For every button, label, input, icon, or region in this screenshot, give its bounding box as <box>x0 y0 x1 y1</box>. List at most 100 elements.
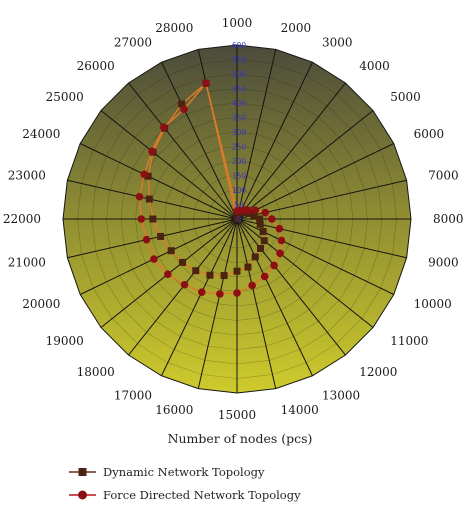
grid-spoke <box>236 218 407 259</box>
data-point-dynamic <box>250 211 258 219</box>
data-point-force <box>148 147 156 155</box>
radial-tick-label: 100 <box>232 186 247 195</box>
data-point-dynamic <box>149 215 157 223</box>
category-label: 17000 <box>114 389 152 403</box>
category-label: 12000 <box>359 365 397 379</box>
data-point-force <box>251 206 260 214</box>
category-label: 28000 <box>155 21 193 35</box>
data-point-dynamic <box>157 232 165 240</box>
grid-spoke <box>236 82 346 220</box>
data-point-dynamic <box>178 100 186 108</box>
data-point-dynamic <box>233 267 241 275</box>
category-label: 6000 <box>414 127 445 141</box>
grid-spoke <box>236 110 374 220</box>
radial-tick-label: 550 <box>232 56 247 65</box>
data-point-dynamic <box>233 215 241 223</box>
plot-area: 1000 200030004000500060007000800090001000… <box>3 16 464 422</box>
category-label: 13000 <box>322 389 360 403</box>
radial-tick-label: 600 <box>232 41 247 50</box>
legend-label-force: Force Directed Network Topology <box>103 488 301 502</box>
data-point-force <box>140 170 149 179</box>
grid-spoke <box>80 218 238 295</box>
grid-spoke <box>236 218 277 389</box>
data-point-dynamic <box>256 215 264 223</box>
data-point-force <box>135 192 144 201</box>
data-point-dynamic <box>256 220 264 228</box>
category-label: 26000 <box>77 59 115 73</box>
category-label: 22000 <box>3 212 41 226</box>
category-label: 24000 <box>22 127 60 141</box>
data-point-force <box>268 215 276 223</box>
data-point-force <box>164 270 172 278</box>
data-point-dynamic <box>167 247 175 255</box>
data-point-dynamic <box>192 267 200 275</box>
data-point-dynamic <box>244 263 252 271</box>
category-label: 4000 <box>359 59 390 73</box>
data-point-force <box>180 105 188 114</box>
data-point-dynamic <box>144 172 152 180</box>
data-point-force <box>276 249 284 258</box>
category-label: 16000 <box>155 403 193 417</box>
data-point-force <box>159 123 168 131</box>
legend-marker-force <box>78 490 87 500</box>
data-point-force <box>270 261 278 270</box>
category-label: 5000 <box>390 90 421 104</box>
grid-spoke <box>161 218 238 376</box>
radial-tick-label: 450 <box>232 85 247 94</box>
legend-label-dynamic: Dynamic Network Topology <box>103 465 265 479</box>
radial-tick-label: 200 <box>232 157 247 166</box>
legend-item-dynamic: Dynamic Network Topology <box>69 465 265 479</box>
radial-tick-label: 350 <box>232 114 247 123</box>
category-label: 9000 <box>428 256 459 270</box>
category-label: 14000 <box>281 403 319 417</box>
grid-spoke <box>80 143 238 220</box>
radial-tick-label: 50 <box>234 201 244 210</box>
radial-tick-label: 400 <box>232 99 247 108</box>
data-point-force <box>180 280 189 289</box>
category-label: 2000 <box>281 21 312 35</box>
data-point-force <box>277 236 286 245</box>
grid-spoke <box>100 110 238 220</box>
grid-spoke <box>236 218 313 376</box>
grid-spoke <box>236 62 313 220</box>
category-label: 3000 <box>322 35 353 49</box>
data-point-force <box>142 235 151 244</box>
grid-spoke <box>197 218 238 389</box>
grid-spoke <box>236 218 346 356</box>
legend-item-force: Force Directed Network Topology <box>69 488 301 502</box>
data-point-dynamic <box>251 253 259 261</box>
legend-marker-dynamic <box>78 468 87 476</box>
data-point-dynamic <box>259 228 267 236</box>
grid-spoke <box>67 218 238 259</box>
data-point-force <box>260 272 269 281</box>
grid-spoke <box>128 82 238 220</box>
category-label: 20000 <box>22 297 60 311</box>
data-point-force <box>275 224 284 233</box>
data-point-dynamic <box>260 237 268 245</box>
data-point-force <box>233 289 241 297</box>
category-label: 1000 <box>222 16 253 30</box>
x-axis-label: Number of nodes (pcs) <box>168 431 313 446</box>
data-point-dynamic <box>145 195 153 203</box>
data-point-force <box>261 208 270 217</box>
grid-spoke <box>236 143 394 220</box>
grid-spoke <box>236 49 277 220</box>
data-point-force <box>248 281 256 290</box>
radial-tick-label: 150 <box>232 172 247 181</box>
data-point-force <box>150 255 158 263</box>
data-point-force <box>197 288 206 296</box>
radial-tick-label: 300 <box>232 128 247 137</box>
category-label: 19000 <box>46 334 84 348</box>
category-label: 15000 <box>218 408 256 422</box>
data-point-dynamic <box>257 244 265 252</box>
category-label: 27000 <box>114 35 152 49</box>
category-label: 7000 <box>428 168 459 182</box>
data-point-force <box>137 215 146 223</box>
data-point-dynamic <box>179 258 187 266</box>
category-label: 18000 <box>77 365 115 379</box>
category-label: 10000 <box>414 297 452 311</box>
data-point-dynamic <box>220 272 228 280</box>
data-point-force <box>244 206 252 215</box>
radial-tick-label: 250 <box>232 143 247 152</box>
